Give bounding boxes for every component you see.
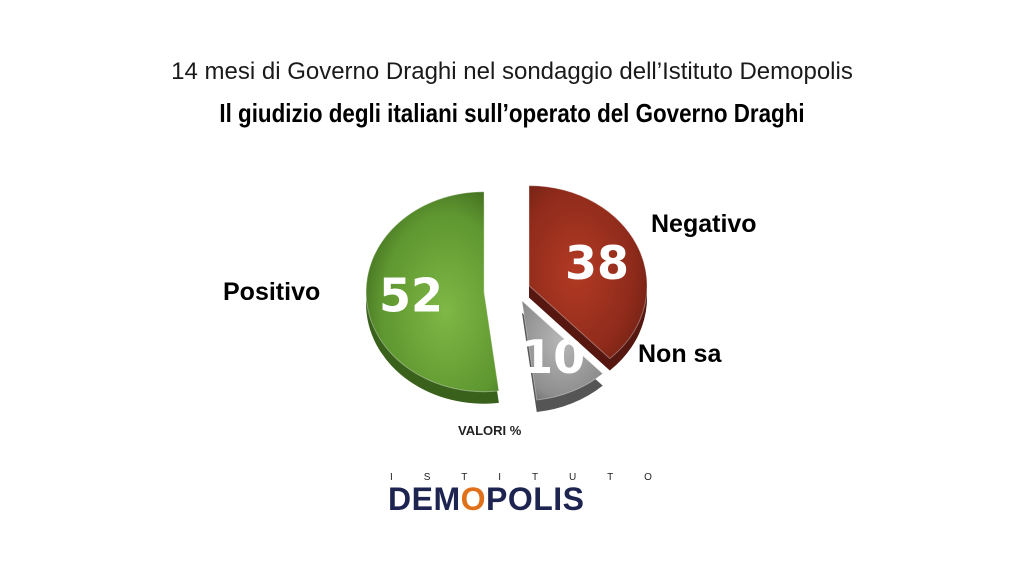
slice-label-non-sa: Non sa	[638, 340, 722, 368]
units-note: VALORI %	[458, 423, 522, 438]
logo-tagline-letter: U	[568, 472, 577, 483]
slice-value-negativo: 38	[565, 236, 629, 290]
pie-slice-negativo	[528, 185, 648, 360]
slice-label-positivo: Positivo	[223, 278, 320, 306]
logo-tagline-letter: T	[607, 472, 614, 483]
logo-wordmark: DEMOPOLIS	[388, 481, 585, 517]
pie-chart: 52 Positivo 38 Negativo 10 Non sa	[223, 185, 757, 412]
logo-tagline-letter: O	[644, 472, 652, 483]
logo-tagline-letter: T	[531, 472, 539, 483]
logo-tagline-letter: S	[423, 472, 431, 483]
logo-tagline-letter: T	[461, 472, 468, 483]
demopolis-logo: I S T I T U T O DEMOPOLIS	[388, 472, 658, 520]
slice-label-negativo: Negativo	[651, 210, 757, 238]
logo-tagline-letter: I	[390, 472, 393, 483]
chart-title: Il giudizio degli italiani sull’operato …	[219, 98, 805, 128]
logo-tagline-letter: I	[498, 472, 502, 483]
pie-slice-positivo	[365, 191, 500, 393]
slice-value-non-sa: 10	[521, 330, 585, 384]
pie-slice-non-sa	[521, 299, 604, 401]
chart-subtitle: 14 mesi di Governo Draghi nel sondaggio …	[171, 58, 853, 85]
slice-value-positivo: 52	[379, 269, 443, 323]
